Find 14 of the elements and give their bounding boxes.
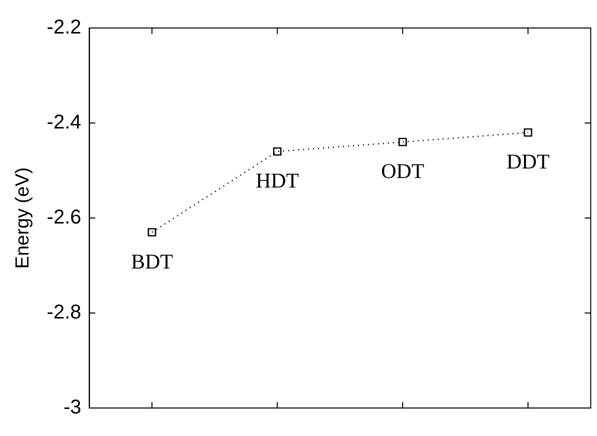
x-tick-label: DDT bbox=[506, 150, 550, 174]
point bbox=[524, 128, 532, 137]
point bbox=[148, 228, 156, 236]
y-axis-title: Energy (eV) bbox=[12, 167, 34, 269]
y-tick-label: -2.2 bbox=[46, 16, 82, 39]
point bbox=[398, 138, 407, 146]
x-tick-label: HDT bbox=[256, 168, 300, 193]
y-tick-label: -3 bbox=[63, 396, 82, 419]
x-tick-label: BDT bbox=[130, 249, 174, 274]
y-tick-label: -2.4 bbox=[46, 112, 82, 134]
y-tick-label: -2.6 bbox=[46, 206, 82, 229]
point bbox=[273, 147, 282, 156]
y-tick-label: -2.8 bbox=[46, 302, 82, 324]
x-tick-label: ODT bbox=[381, 159, 424, 184]
